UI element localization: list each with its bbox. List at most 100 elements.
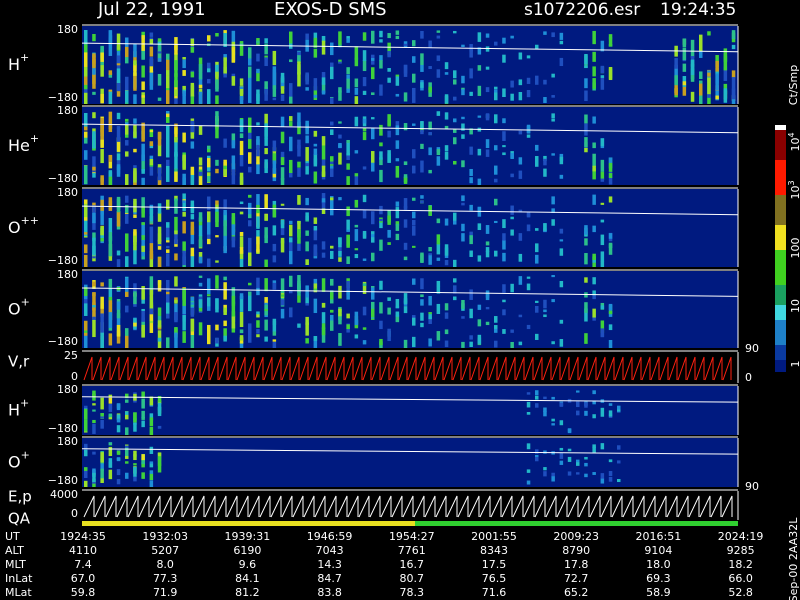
count-stripe bbox=[346, 155, 350, 161]
count-stripe bbox=[469, 146, 473, 155]
count-stripe bbox=[92, 237, 96, 256]
count-stripe bbox=[116, 210, 121, 227]
count-stripe bbox=[412, 211, 416, 219]
count-stripe bbox=[551, 113, 555, 119]
count-stripe bbox=[608, 173, 613, 179]
count-stripe bbox=[108, 413, 113, 418]
count-stripe bbox=[100, 149, 104, 164]
count-stripe bbox=[297, 51, 301, 58]
count-stripe bbox=[584, 53, 588, 65]
row-value: 8.0 bbox=[156, 558, 174, 571]
count-stripe bbox=[551, 341, 555, 345]
count-stripe bbox=[453, 285, 457, 294]
count-stripe bbox=[379, 39, 383, 43]
count-stripe bbox=[215, 298, 219, 313]
count-stripe bbox=[510, 216, 514, 220]
count-stripe bbox=[207, 297, 211, 307]
count-stripe bbox=[379, 124, 383, 136]
count-stripe bbox=[116, 414, 121, 420]
count-stripe bbox=[125, 411, 129, 420]
count-stripe bbox=[174, 80, 178, 99]
count-stripe bbox=[272, 160, 277, 174]
count-stripe bbox=[330, 129, 334, 136]
y-bottom-label: 0 bbox=[71, 507, 78, 520]
count-stripe bbox=[207, 145, 211, 150]
count-stripe bbox=[141, 46, 145, 60]
count-stripe bbox=[133, 291, 137, 305]
count-stripe bbox=[125, 256, 129, 267]
count-stripe bbox=[371, 162, 375, 172]
row-value: 69.3 bbox=[646, 572, 671, 585]
count-stripe bbox=[584, 462, 588, 467]
count-stripe bbox=[494, 340, 498, 348]
count-stripe bbox=[330, 168, 334, 177]
panel-label: O+ bbox=[8, 296, 30, 319]
count-stripe bbox=[174, 73, 178, 88]
count-stripe bbox=[92, 171, 96, 174]
count-stripe bbox=[239, 335, 244, 341]
count-stripe bbox=[264, 319, 268, 331]
count-stripe bbox=[272, 318, 277, 332]
count-stripe bbox=[584, 90, 588, 102]
count-stripe bbox=[141, 65, 145, 78]
count-stripe bbox=[412, 167, 416, 174]
count-stripe bbox=[149, 289, 154, 309]
count-stripe bbox=[157, 280, 162, 292]
count-stripe bbox=[231, 47, 236, 63]
count-stripe bbox=[207, 294, 211, 297]
count-stripe bbox=[133, 412, 137, 423]
count-stripe bbox=[543, 407, 547, 412]
count-stripe bbox=[535, 333, 539, 340]
count-stripe bbox=[133, 43, 137, 58]
count-stripe bbox=[362, 90, 367, 95]
count-stripe bbox=[395, 298, 400, 309]
colorbar-segment bbox=[775, 305, 786, 320]
count-stripe bbox=[100, 225, 104, 236]
count-stripe bbox=[379, 218, 383, 229]
y-bottom-label: −180 bbox=[48, 335, 78, 348]
count-stripe bbox=[116, 63, 121, 66]
count-stripe bbox=[379, 157, 383, 166]
count-stripe bbox=[436, 234, 441, 245]
count-stripe bbox=[116, 469, 121, 476]
count-stripe bbox=[215, 200, 219, 205]
count-stripe bbox=[436, 218, 441, 224]
count-stripe bbox=[428, 40, 432, 48]
count-stripe bbox=[100, 52, 104, 62]
count-stripe bbox=[469, 341, 473, 348]
count-stripe bbox=[157, 406, 162, 417]
count-stripe bbox=[272, 79, 277, 89]
count-stripe bbox=[494, 165, 498, 175]
count-stripe bbox=[149, 128, 154, 138]
count-stripe bbox=[420, 294, 424, 298]
count-stripe bbox=[125, 90, 129, 103]
count-stripe bbox=[215, 79, 219, 92]
count-stripe bbox=[272, 140, 277, 152]
y2-bottom-label: 0 bbox=[745, 371, 752, 384]
count-stripe bbox=[600, 443, 605, 450]
count-stripe bbox=[100, 452, 104, 463]
count-stripe bbox=[125, 213, 129, 224]
count-stripe bbox=[559, 339, 564, 347]
count-stripe bbox=[592, 446, 596, 453]
colorbar-segment bbox=[775, 360, 786, 372]
count-stripe bbox=[84, 76, 88, 88]
count-stripe bbox=[256, 136, 260, 145]
y-bottom-label: −180 bbox=[48, 172, 78, 185]
count-stripe bbox=[174, 37, 178, 55]
count-stripe bbox=[362, 127, 367, 132]
count-stripe bbox=[256, 277, 260, 289]
count-stripe bbox=[420, 160, 424, 173]
y-bottom-label: 0 bbox=[71, 370, 78, 383]
colorbar-label: 10 bbox=[789, 299, 800, 313]
count-stripe bbox=[502, 145, 506, 148]
count-stripe bbox=[133, 322, 137, 327]
count-stripe bbox=[469, 308, 473, 319]
count-stripe bbox=[502, 37, 506, 44]
count-stripe bbox=[387, 33, 391, 39]
count-stripe bbox=[731, 30, 736, 40]
count-stripe bbox=[551, 219, 555, 226]
count-stripe bbox=[92, 205, 96, 220]
count-stripe bbox=[215, 125, 219, 139]
count-stripe bbox=[338, 59, 342, 64]
